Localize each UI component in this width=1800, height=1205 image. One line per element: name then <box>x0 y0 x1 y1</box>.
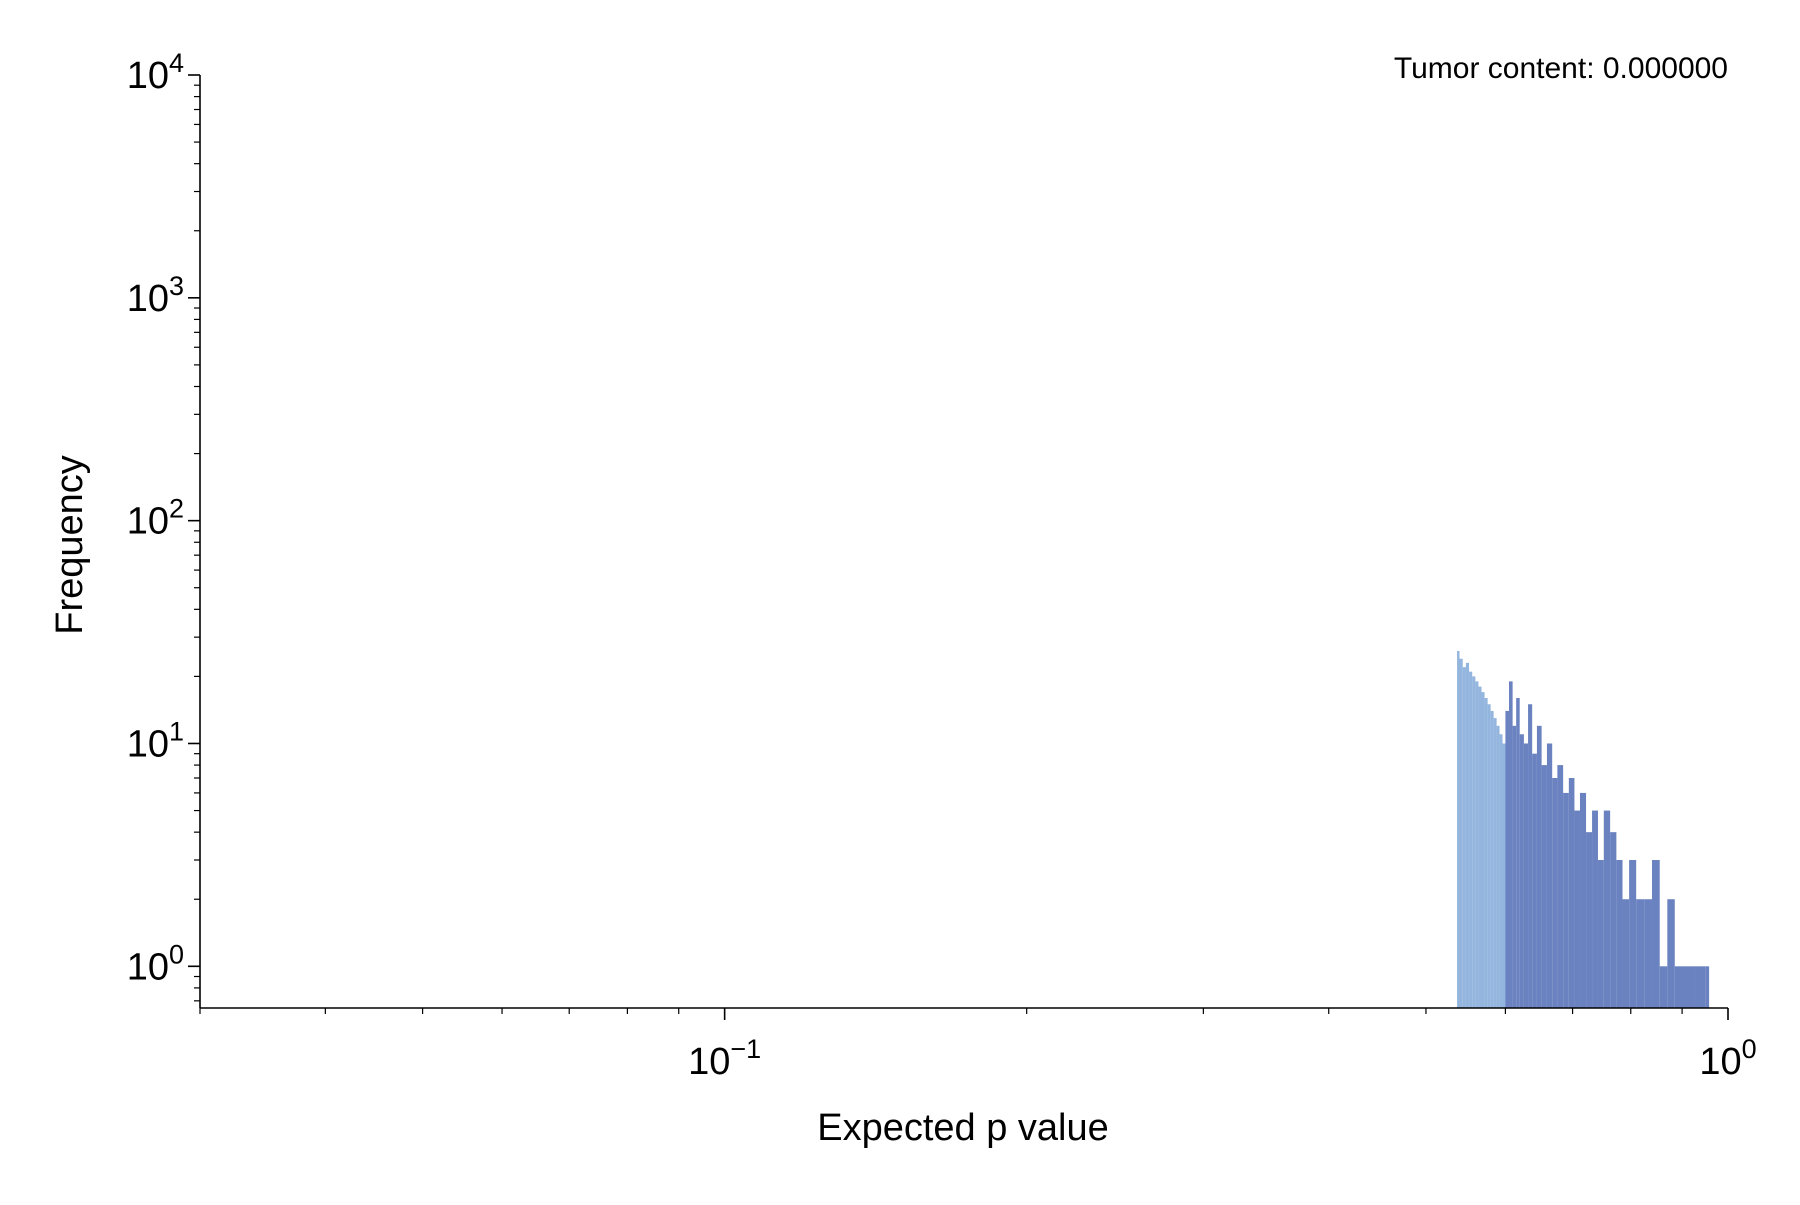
histogram-bar <box>1603 810 1611 1008</box>
histogram-bar <box>1546 743 1553 1008</box>
histogram-bar <box>1484 698 1488 1008</box>
histogram-bar <box>1516 698 1520 1008</box>
bars-layer <box>1457 651 1710 1008</box>
histogram-bar <box>1469 671 1473 1008</box>
y-tick-label: 103 <box>127 271 184 320</box>
histogram-bar <box>1694 966 1706 1008</box>
histogram-bar <box>1502 743 1506 1008</box>
x-axis-label: Expected p value <box>817 1107 1109 1149</box>
histogram-bar <box>1475 681 1479 1008</box>
histogram-bar <box>1667 899 1675 1008</box>
axes-layer: 10−1 100 100 101 102 103 104 <box>127 48 1757 1083</box>
histogram-bar <box>1541 765 1547 1008</box>
histogram-bar <box>1481 692 1485 1008</box>
histogram-bar <box>1610 832 1617 1008</box>
x-tick-label: 100 <box>1699 1034 1756 1083</box>
histogram-bar <box>1684 966 1695 1008</box>
tumor-content-annotation: Tumor content: 0.000000 <box>1394 52 1728 85</box>
histogram-bar <box>1499 734 1503 1008</box>
histogram-bar <box>1536 725 1542 1008</box>
histogram-bar <box>1622 899 1630 1008</box>
histogram-bar <box>1574 810 1580 1008</box>
histogram-bar <box>1629 860 1637 1008</box>
histogram-bar <box>1493 718 1497 1008</box>
histogram-bar <box>1490 710 1494 1008</box>
histogram-bar <box>1509 681 1513 1008</box>
histogram-bar <box>1528 704 1533 1008</box>
histogram-bar <box>1487 704 1491 1008</box>
histogram-bar <box>1519 734 1524 1008</box>
histogram-bar <box>1496 725 1500 1008</box>
y-tick-label: 100 <box>127 939 184 988</box>
histogram-bar <box>1465 662 1470 1008</box>
histogram-bar <box>1478 686 1482 1008</box>
x-tick-label: 10−1 <box>688 1034 761 1083</box>
histogram-bar <box>1597 860 1604 1008</box>
histogram-bar <box>1568 778 1575 1008</box>
histogram-bar <box>1472 676 1476 1008</box>
y-tick-label: 104 <box>127 48 184 97</box>
y-tick-label: 101 <box>127 716 184 765</box>
histogram-bar <box>1462 667 1466 1008</box>
histogram-bar <box>1586 832 1593 1008</box>
histogram-bar <box>1644 899 1653 1008</box>
histogram-bar <box>1652 860 1660 1008</box>
histogram-bar <box>1552 778 1558 1008</box>
y-tick-label: 102 <box>127 494 184 543</box>
histogram-bar <box>1563 792 1569 1008</box>
histogram-bar <box>1512 725 1517 1008</box>
histogram-bar <box>1659 966 1668 1008</box>
histogram-bar <box>1674 966 1685 1008</box>
histogram-bar <box>1457 651 1460 1008</box>
histogram-bar <box>1523 743 1529 1008</box>
histogram-bar <box>1616 860 1623 1008</box>
histogram-bar <box>1592 810 1598 1008</box>
histogram-bar <box>1459 658 1463 1008</box>
histogram-bar <box>1557 765 1564 1008</box>
histogram-bar <box>1505 710 1510 1008</box>
histogram-bar <box>1532 753 1537 1008</box>
histogram-bar <box>1579 792 1587 1008</box>
histogram-bar <box>1636 899 1645 1008</box>
y-axis-label: Frequency <box>49 455 91 635</box>
histogram-bar <box>1705 966 1710 1008</box>
